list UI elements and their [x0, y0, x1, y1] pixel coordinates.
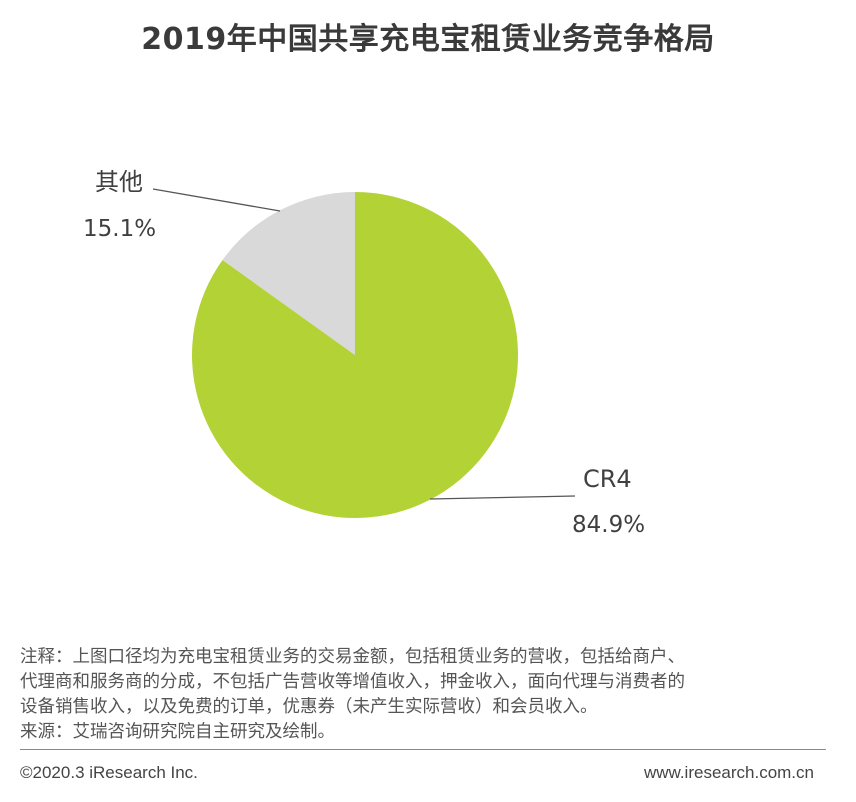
note-line-3: 设备销售收入，以及免费的订单，优惠券（未产生实际营收）和会员收入。 [20, 697, 598, 717]
note-line-2: 代理商和服务商的分成，不包括广告营收等增值收入，押金收入，面向代理与消费者的 [20, 672, 685, 692]
source-line: 来源：艾瑞咨询研究院自主研究及绘制。 [20, 722, 335, 742]
slice-value-other: 15.1% [83, 216, 156, 242]
slice-value-cr4: 84.9% [572, 512, 645, 538]
leader-line-cr4 [429, 495, 576, 500]
pie-slice-cr4 [192, 192, 519, 519]
chart-notes: 注释：上图口径均为充电宝租赁业务的交易金额，包括租赁业务的营收，包括给商户、 代… [20, 645, 840, 745]
leader-line-other [152, 188, 281, 212]
footer-copyright: ©2020.3 iResearch Inc. [20, 763, 198, 782]
pie-chart: CR4 84.9% 其他 15.1% [83, 168, 645, 538]
footer-website[interactable]: www.iresearch.com.cn [643, 763, 814, 782]
pie-slice-other [222, 192, 355, 355]
slice-label-cr4: CR4 [583, 465, 632, 493]
slice-label-other: 其他 [95, 168, 143, 196]
footer-divider [20, 749, 826, 750]
note-line-1: 注释：上图口径均为充电宝租赁业务的交易金额，包括租赁业务的营收，包括给商户、 [20, 647, 685, 667]
chart-title: 2019年中国共享充电宝租赁业务竞争格局 [141, 22, 715, 57]
